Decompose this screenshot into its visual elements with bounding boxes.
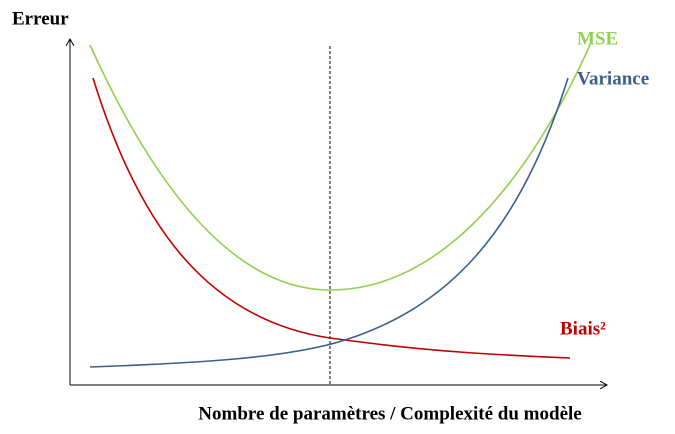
variance-label: Variance [577,68,649,89]
mse-label: MSE [577,28,618,49]
bias-curve [92,77,571,359]
x-axis-label: Nombre de paramètres / Complexité du mod… [198,403,581,424]
mse-curve [89,44,591,291]
variance-curve [89,77,569,368]
bias-label: Biais² [560,318,606,339]
y-axis-label: Erreur [12,8,69,29]
